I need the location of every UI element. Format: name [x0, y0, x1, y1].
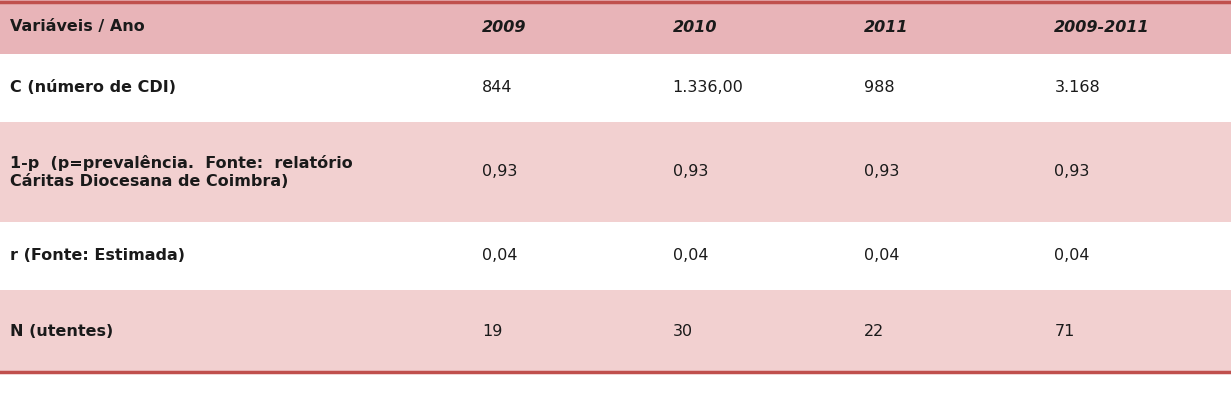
Text: 30: 30	[672, 323, 693, 339]
Text: Variáveis / Ano: Variáveis / Ano	[10, 19, 145, 34]
Text: 0,04: 0,04	[1054, 249, 1089, 263]
Text: 0,93: 0,93	[1054, 165, 1089, 179]
Text: 0,04: 0,04	[863, 249, 899, 263]
Text: 1.336,00: 1.336,00	[672, 81, 744, 95]
Bar	[0, 0, 1231, 54]
Bar	[0, 122, 1231, 222]
Bar	[0, 54, 1231, 122]
Text: 0,04: 0,04	[672, 249, 708, 263]
Text: N (utentes): N (utentes)	[10, 323, 113, 339]
Text: 1-p  (p=prevalência.  Fonte:  relatório
Cáritas Diocesana de Coimbra): 1-p (p=prevalência. Fonte: relatório Cár…	[10, 155, 353, 189]
Text: 2010: 2010	[672, 19, 718, 34]
Text: 844: 844	[481, 81, 512, 95]
Text: 2009-2011: 2009-2011	[1054, 19, 1150, 34]
Bar	[0, 222, 1231, 290]
Text: r (Fonte: Estimada): r (Fonte: Estimada)	[10, 249, 185, 263]
Text: 3.168: 3.168	[1054, 81, 1101, 95]
Text: 988: 988	[863, 81, 894, 95]
Text: 2009: 2009	[481, 19, 527, 34]
Text: 0,93: 0,93	[481, 165, 517, 179]
Text: 2011: 2011	[863, 19, 908, 34]
Text: 71: 71	[1054, 323, 1075, 339]
Bar	[0, 290, 1231, 372]
Text: 19: 19	[481, 323, 502, 339]
Text: C (número de CDI): C (número de CDI)	[10, 81, 176, 95]
Text: 0,93: 0,93	[672, 165, 708, 179]
Text: 22: 22	[863, 323, 884, 339]
Text: 0,04: 0,04	[481, 249, 517, 263]
Text: 0,93: 0,93	[863, 165, 899, 179]
